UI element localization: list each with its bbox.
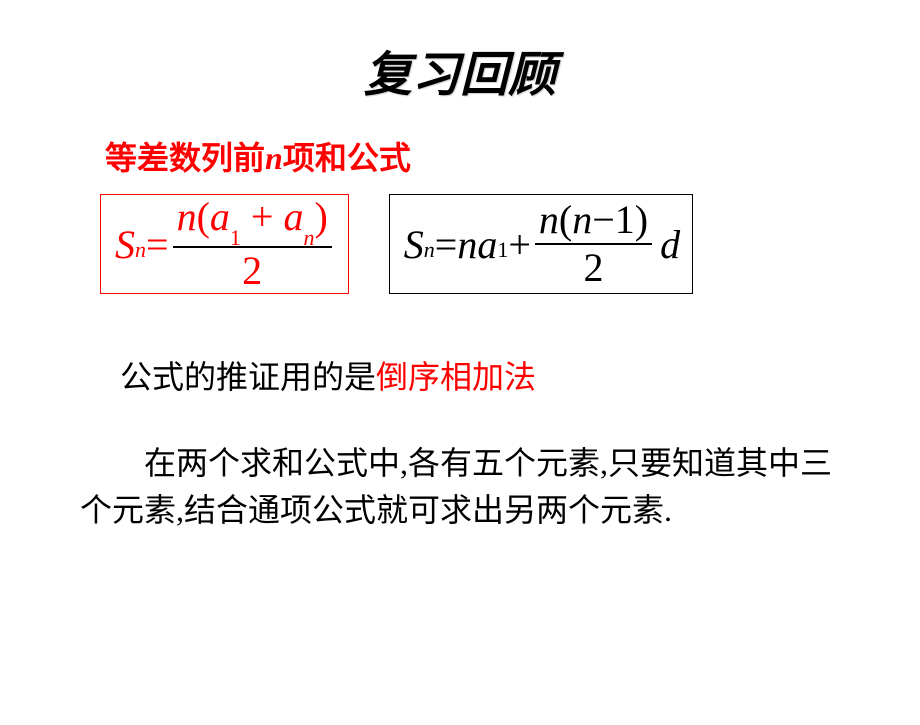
formula-2-lhs-S: S (404, 221, 424, 268)
subtitle-part2: 项和公式 (283, 140, 411, 176)
formula-1-num-a1: a (210, 194, 230, 239)
formula-2-num-n: n (539, 197, 559, 242)
formula-1-num-n: n (177, 194, 197, 239)
subtitle: 等差数列前n项和公式 (105, 133, 920, 179)
formula-2-lhs-sub: n (424, 237, 435, 263)
formula-1-num-open: ( (197, 194, 210, 239)
formula-1-lhs-sub: n (135, 237, 146, 263)
formula-2-num-minus: − (592, 197, 615, 242)
formula-1-fraction: n(a1 + an) 2 (173, 197, 332, 291)
formula-2-na: na (457, 221, 497, 268)
body-line-1-red: 倒序相加法 (376, 359, 536, 395)
formulas-row: Sn = n(a1 + an) 2 Sn = na1 + n(n−1) 2 d (100, 194, 920, 294)
formula-2-na-sub: 1 (497, 237, 508, 263)
body-line-1: 公式的推证用的是倒序相加法 (120, 354, 840, 400)
formula-1-num-plus: + (241, 194, 284, 239)
formula-1-num-an-sub: n (303, 225, 314, 250)
page-title: 复习回顾 (0, 35, 920, 105)
formula-2-num-one: 1 (615, 197, 635, 242)
formula-1-num-a1-sub: 1 (230, 225, 241, 250)
formula-2-num-close: ) (635, 197, 648, 242)
formula-2-eq: = (435, 221, 458, 268)
formula-2-num-open: ( (559, 197, 572, 242)
formula-1-eq: = (146, 221, 169, 268)
formula-2-fraction: n(n−1) 2 (535, 200, 652, 288)
formula-1-numerator: n(a1 + an) (173, 197, 332, 246)
body-line-1-black: 公式的推证用的是 (120, 359, 376, 395)
formula-2-plus: + (508, 221, 531, 268)
formula-1-num-close: ) (314, 194, 327, 239)
formula-1-denominator: 2 (173, 246, 332, 291)
formula-1-num-an: a (283, 194, 303, 239)
formula-2-numerator: n(n−1) (535, 200, 652, 243)
formula-2-num-inner-n: n (572, 197, 592, 242)
formula-1-lhs-S: S (115, 221, 135, 268)
subtitle-part1: 等差数列前 (105, 140, 265, 176)
body-line-2: 在两个求和公式中,各有五个元素,只要知道其中三个元素,结合通项公式就可求出另两个… (80, 440, 840, 533)
formula-2-box: Sn = na1 + n(n−1) 2 d (389, 194, 693, 294)
formula-2-denominator: 2 (535, 243, 652, 288)
formula-1-box: Sn = n(a1 + an) 2 (100, 194, 349, 294)
formula-2-d: d (660, 221, 680, 268)
subtitle-n: n (265, 140, 283, 176)
